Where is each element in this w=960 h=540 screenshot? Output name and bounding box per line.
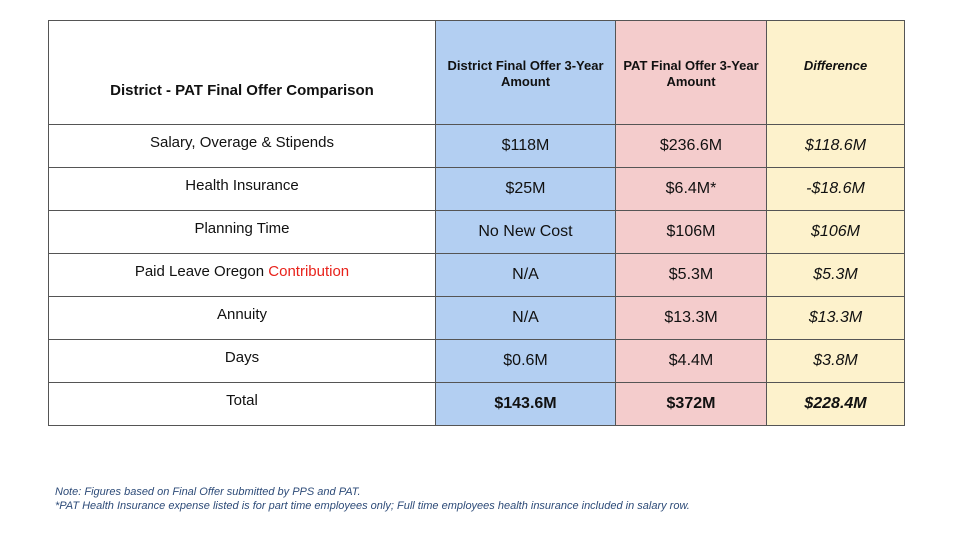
difference-value: $13.3M <box>766 296 905 340</box>
total-label: Total <box>48 382 436 426</box>
note-line: *PAT Health Insurance expense listed is … <box>55 500 690 512</box>
pat-value: $106M <box>615 210 767 254</box>
difference-value: $106M <box>766 210 905 254</box>
note-line: Note: Figures based on Final Offer submi… <box>55 486 361 498</box>
pat-value: $6.4M* <box>615 167 767 211</box>
table-row: Paid Leave Oregon Contribution N/A $5.3M… <box>48 253 905 297</box>
pat-value: $4.4M <box>615 339 767 383</box>
district-value: $118M <box>435 124 616 168</box>
footnotes: Note: Figures based on Final Offer submi… <box>55 485 690 513</box>
district-total: $143.6M <box>435 382 616 426</box>
pat-value: $236.6M <box>615 124 767 168</box>
district-value: N/A <box>435 296 616 340</box>
table-row: Annuity N/A $13.3M $13.3M <box>48 296 905 340</box>
difference-value: $3.8M <box>766 339 905 383</box>
pat-total: $372M <box>615 382 767 426</box>
district-header: District Final Offer 3-Year Amount <box>435 20 616 125</box>
comparison-table: District - PAT Final Offer Comparison Di… <box>48 20 905 426</box>
row-label: Salary, Overage & Stipends <box>48 124 436 168</box>
header-row: District - PAT Final Offer Comparison Di… <box>48 20 905 125</box>
district-value: $0.6M <box>435 339 616 383</box>
highlighted-label-text: Contribution <box>268 263 350 280</box>
table-row: Planning Time No New Cost $106M $106M <box>48 210 905 254</box>
district-value: N/A <box>435 253 616 297</box>
pat-header: PAT Final Offer 3-Year Amount <box>615 20 767 125</box>
difference-header: Difference <box>766 20 905 125</box>
row-label: Annuity <box>48 296 436 340</box>
row-label: Days <box>48 339 436 383</box>
total-row: Total $143.6M $372M $228.4M <box>48 382 905 426</box>
difference-total: $228.4M <box>766 382 905 426</box>
pat-value: $13.3M <box>615 296 767 340</box>
district-value: $25M <box>435 167 616 211</box>
table-title: District - PAT Final Offer Comparison <box>48 20 436 125</box>
difference-value: $5.3M <box>766 253 905 297</box>
pat-value: $5.3M <box>615 253 767 297</box>
table-row: Salary, Overage & Stipends $118M $236.6M… <box>48 124 905 168</box>
row-label: Health Insurance <box>48 167 436 211</box>
row-label: Planning Time <box>48 210 436 254</box>
table-row: Health Insurance $25M $6.4M* -$18.6M <box>48 167 905 211</box>
difference-value: $118.6M <box>766 124 905 168</box>
district-value: No New Cost <box>435 210 616 254</box>
table-row: Days $0.6M $4.4M $3.8M <box>48 339 905 383</box>
row-label: Paid Leave Oregon Contribution <box>48 253 436 297</box>
difference-value: -$18.6M <box>766 167 905 211</box>
